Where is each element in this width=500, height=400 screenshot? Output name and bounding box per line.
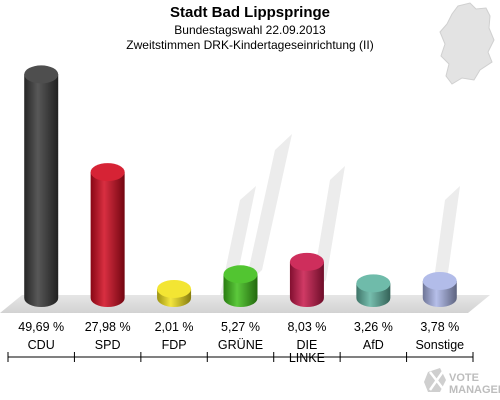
value-label-afd: 3,26 % — [354, 320, 393, 334]
bar-gr-ne — [223, 265, 258, 307]
category-label-fdp: FDP — [162, 338, 187, 352]
category-axis — [7, 352, 474, 362]
value-label-spd: 27,98 % — [85, 320, 131, 334]
vote-manager-logo: VOTE MANAGER — [424, 368, 500, 396]
bar-sonstige — [422, 271, 457, 307]
chart-title: Stadt Bad Lippspringe — [170, 4, 330, 21]
germany-map-icon — [439, 2, 495, 85]
bar-afd — [356, 274, 391, 307]
value-label-sonstige: 3,78 % — [420, 320, 459, 334]
value-label-die-linke: 8,03 % — [287, 320, 326, 334]
bar-spd — [90, 163, 125, 307]
bar-die-linke — [289, 252, 324, 307]
chart-subtitle-2: Zweitstimmen DRK-Kindertageseinrichtung … — [126, 38, 373, 52]
category-label-cdu: CDU — [28, 338, 55, 352]
value-label-cdu: 49,69 % — [18, 320, 64, 334]
category-label-sonstige: Sonstige — [415, 338, 464, 352]
value-label-gr-ne: 5,27 % — [221, 320, 260, 334]
logo-text-line2: MANAGER — [449, 384, 500, 396]
category-label-afd: AfD — [363, 338, 384, 352]
bar-fdp — [157, 279, 192, 307]
value-label-fdp: 2,01 % — [155, 320, 194, 334]
bar-cdu — [24, 65, 59, 308]
bars-layer — [24, 65, 457, 308]
category-label-die-linke: DIE LINKE — [289, 338, 325, 365]
category-label-spd: SPD — [95, 338, 121, 352]
labels-layer: 49,69 % CDU 27,98 % SPD 2,01 % FDP 5,27 % GRÜNE… — [18, 320, 464, 365]
category-label-gr-ne: GRÜNE — [218, 338, 263, 352]
chart-subtitle: Bundestagswahl 22.09.2013 — [174, 23, 326, 37]
logo-text-line1: VOTE — [449, 372, 479, 384]
